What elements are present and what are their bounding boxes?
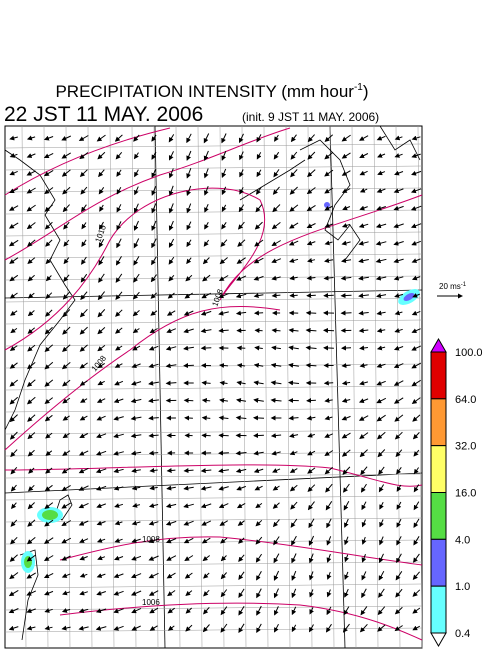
colorbar: 100.0 64.0 32.0 16.0 4.0 1.0 0.4	[431, 339, 483, 646]
colorbar-segment	[431, 493, 446, 540]
wind-arrow	[325, 383, 333, 384]
precip-cell	[324, 202, 330, 208]
colorbar-bottom	[431, 633, 446, 646]
wind-arrow	[342, 295, 352, 296]
colorbar-label: 1.0	[455, 581, 470, 593]
colorbar-segment	[431, 586, 446, 633]
colorbar-label: 0.4	[455, 628, 470, 640]
colorbar-label: 16.0	[455, 488, 476, 500]
title: PRECIPITATION INTENSITY (mm hour-1)	[55, 82, 368, 101]
colorbar-label: 100.0	[455, 347, 483, 359]
valid-time: 22 JST 11 MAY. 2006	[4, 103, 203, 126]
wind-arrow	[238, 348, 246, 349]
init-time: (init. 9 JST 11 MAY. 2006)	[242, 110, 379, 124]
colorbar-segment	[431, 399, 446, 446]
map-area: 1010 1008 1008 1008 1006	[5, 126, 422, 648]
wind-arrow	[202, 348, 212, 349]
wind-arrow	[307, 400, 316, 401]
wind-arrow	[184, 365, 194, 366]
wind-arrow	[254, 418, 264, 419]
precip-cell	[42, 510, 58, 520]
colorbar-segment	[431, 446, 446, 493]
vector-scale-text: 20 ms	[439, 282, 461, 291]
precip-cell	[24, 556, 32, 568]
colorbar-top	[431, 339, 446, 352]
colorbar-label: 4.0	[455, 534, 470, 546]
vector-scale-sup: -1	[461, 282, 467, 288]
colorbar-segment	[431, 539, 446, 586]
vector-scale-label: 20 ms-1	[439, 282, 467, 291]
title-end: )	[363, 82, 369, 101]
isobar-label: 1006	[142, 598, 160, 607]
colorbar-label: 64.0	[455, 394, 476, 406]
map-frame	[5, 126, 422, 648]
colorbar-segment	[431, 352, 446, 399]
title-main: PRECIPITATION INTENSITY (mm hour	[55, 82, 354, 101]
colorbar-label: 32.0	[455, 441, 476, 453]
